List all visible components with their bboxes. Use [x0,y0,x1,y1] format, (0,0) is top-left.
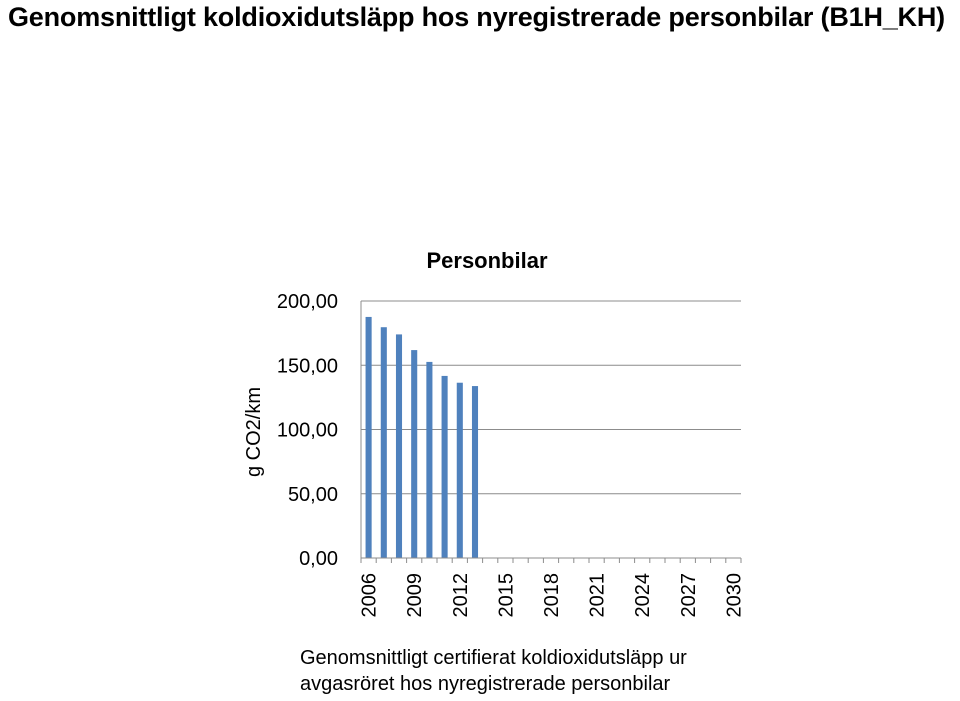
y-tick-label: 150,00 [277,355,338,377]
x-tick-label: 2009 [404,573,426,618]
x-tick-label: 2021 [587,573,609,618]
y-axis-ticks: 0,00 50,00 100,00 150,00 200,00 [277,291,338,570]
y-tick-label: 0,00 [299,548,338,570]
page-title: Genomsnittligt koldioxidutsläpp hos nyre… [8,2,945,32]
bar-2011 [441,375,448,558]
bar-2006 [365,316,372,558]
bar-2007 [380,327,387,558]
x-tick-label: 2012 [450,573,472,618]
x-tick-label: 2030 [723,573,745,618]
gridlines [361,300,741,495]
y-tick-label: 50,00 [288,484,338,506]
y-tick-label: 200,00 [277,291,338,313]
bar-2009 [411,350,418,558]
x-axis-ticks: 2006 2009 2012 2015 2018 2021 2024 2027 2030 [359,558,745,618]
chart-caption: Genomsnittligt certifierat koldioxidutsl… [300,647,687,695]
x-tick-label: 2024 [632,573,654,618]
chart-title: Personbilar [426,248,547,273]
bars [365,316,479,558]
x-tick-label: 2027 [678,573,700,618]
bar-chart: Personbilar g CO2/km 0,00 50,00 100,00 150,… [243,248,745,618]
y-tick-label: 100,00 [277,420,338,442]
bar-2012 [456,382,463,558]
x-tick-label: 2018 [541,573,563,618]
y-axis-label: g CO2/km [243,387,265,477]
bar-2013 [471,386,479,558]
bar-2008 [395,334,403,558]
x-tick-label: 2006 [359,573,381,618]
bar-2010 [426,361,433,558]
x-tick-label: 2015 [495,573,517,618]
